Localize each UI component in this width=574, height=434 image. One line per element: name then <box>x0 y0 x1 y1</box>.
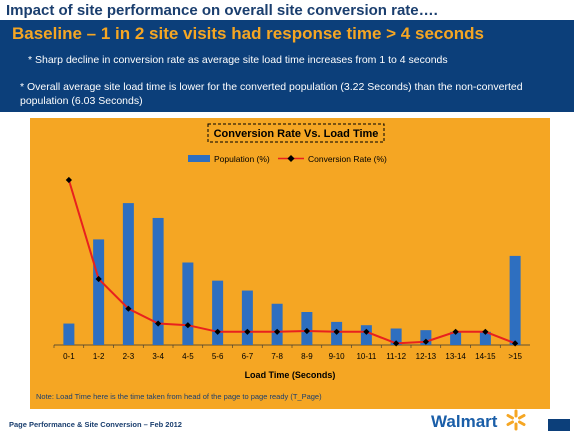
x-tick-label-9-10: 9-10 <box>329 352 346 361</box>
population-bar-12-13 <box>420 330 432 345</box>
x-tick-label-11-12: 11-12 <box>386 352 406 361</box>
corner-block <box>548 419 570 431</box>
walmart-spark-icon <box>506 409 526 431</box>
population-bar-0-1 <box>63 323 75 345</box>
population-bar-5-6 <box>212 280 224 345</box>
x-tick-label-14-15: 14-15 <box>475 352 496 361</box>
x-tick-label-8-9: 8-9 <box>301 352 313 361</box>
population-bar-2-3 <box>122 203 134 345</box>
x-tick-label-2-3: 2-3 <box>123 352 135 361</box>
legend-conversion-marker <box>287 154 295 163</box>
chart-note: Note: Load Time here is the time taken f… <box>36 392 322 401</box>
headline: Baseline – 1 in 2 site visits had respon… <box>12 24 484 43</box>
legend-conversion-label: Conversion Rate (%) <box>308 154 387 164</box>
chart-panel: Conversion Rate Vs. Load Time Population… <box>30 118 550 409</box>
bullet-load-time-decline: * Sharp decline in conversion rate as av… <box>28 54 448 66</box>
population-bar-7-8 <box>271 303 283 345</box>
conversion-rate-line <box>67 179 516 345</box>
conversion-point-1-2 <box>95 275 102 283</box>
x-tick-label-12-13: 12-13 <box>416 352 437 361</box>
x-tick-label-5-6: 5-6 <box>212 352 224 361</box>
population-bar-11-12 <box>390 328 402 345</box>
x-tick-label->15: >15 <box>508 352 522 361</box>
population-bar->15 <box>509 255 521 345</box>
x-tick-label-7-8: 7-8 <box>271 352 283 361</box>
chart-title: Conversion Rate Vs. Load Time <box>214 128 379 140</box>
conversion-point-11-12 <box>393 340 400 347</box>
x-axis-label: Load Time (Seconds) <box>245 370 336 380</box>
x-tick-label-10-11: 10-11 <box>356 352 376 361</box>
conversion-point-8-9 <box>303 327 310 335</box>
population-bar-4-5 <box>182 262 194 345</box>
legend-population-label: Population (%) <box>214 154 270 164</box>
legend-population-swatch <box>188 155 210 162</box>
chart: Conversion Rate Vs. Load Time Population… <box>53 123 530 380</box>
banner: Baseline – 1 in 2 site visits had respon… <box>0 20 574 112</box>
conversion-point-0-1 <box>65 176 72 184</box>
population-bar-6-7 <box>241 290 253 345</box>
population-bar-1-2 <box>93 239 105 345</box>
x-tick-label-0-1: 0-1 <box>63 352 75 361</box>
population-bar-3-4 <box>152 217 164 345</box>
population-bar-14-15 <box>479 331 491 345</box>
bullet-average-load-time: * Overall average site load time is lowe… <box>20 81 523 107</box>
population-bar-10-11 <box>360 325 372 345</box>
x-tick-label-1-2: 1-2 <box>93 352 105 361</box>
walmart-logo-text: Walmart <box>431 412 498 431</box>
x-tick-label-6-7: 6-7 <box>242 352 254 361</box>
x-tick-label-4-5: 4-5 <box>182 352 194 361</box>
footer-text: Page Performance & Site Conversion – Feb… <box>9 420 182 429</box>
chart-title-box <box>207 123 385 143</box>
x-tick-label-3-4: 3-4 <box>152 352 164 361</box>
slide-title: Impact of site performance on overall si… <box>6 2 438 19</box>
population-bar-13-14 <box>450 331 462 345</box>
x-tick-label-13-14: 13-14 <box>445 352 466 361</box>
